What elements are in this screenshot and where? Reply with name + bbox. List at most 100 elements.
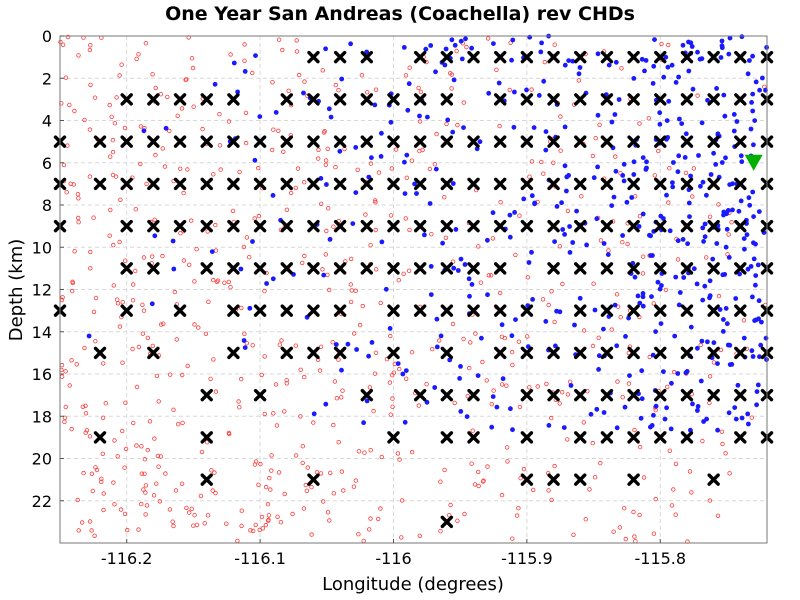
background-event bbox=[138, 501, 144, 507]
background-event bbox=[376, 170, 382, 175]
reference-triangle-marker bbox=[744, 154, 763, 171]
cluster-event bbox=[557, 309, 563, 315]
cluster-event bbox=[620, 233, 625, 238]
grid-node-marker bbox=[200, 262, 213, 275]
cluster-event bbox=[432, 385, 438, 390]
background-event bbox=[399, 535, 404, 540]
grid-node-marker bbox=[387, 219, 400, 233]
background-event bbox=[707, 498, 713, 503]
cluster-event bbox=[152, 233, 158, 239]
cluster-event bbox=[750, 354, 756, 359]
background-event bbox=[467, 365, 472, 371]
background-event bbox=[323, 162, 328, 167]
grid-node-marker bbox=[387, 431, 400, 444]
background-event bbox=[565, 437, 570, 442]
background-event bbox=[204, 440, 210, 445]
background-event bbox=[546, 302, 551, 308]
background-event bbox=[348, 282, 353, 287]
cluster-event bbox=[238, 266, 244, 272]
grid-node-marker bbox=[574, 473, 587, 486]
grid-node-marker bbox=[440, 135, 454, 148]
background-event bbox=[130, 298, 136, 303]
cluster-event bbox=[665, 64, 671, 70]
background-event bbox=[321, 499, 326, 504]
background-event bbox=[353, 288, 358, 293]
grid-node-marker bbox=[494, 346, 507, 360]
cluster-event bbox=[640, 155, 646, 161]
cluster-event bbox=[745, 266, 751, 272]
background-event bbox=[371, 408, 376, 414]
grid-node-marker bbox=[574, 93, 587, 106]
background-event bbox=[99, 476, 104, 481]
cluster-event bbox=[749, 348, 755, 354]
grid-node-marker bbox=[440, 262, 454, 275]
cluster-event bbox=[731, 128, 737, 134]
cluster-event bbox=[623, 334, 628, 339]
grid-node-marker bbox=[387, 93, 400, 106]
cluster-event bbox=[387, 326, 393, 331]
cluster-event bbox=[653, 403, 659, 409]
grid-node-marker bbox=[467, 50, 480, 64]
cluster-event bbox=[704, 192, 709, 198]
background-event bbox=[504, 445, 510, 450]
cluster-event bbox=[673, 80, 679, 85]
background-event bbox=[403, 73, 409, 78]
background-event bbox=[505, 459, 510, 464]
cluster-event bbox=[253, 53, 258, 58]
cluster-event bbox=[354, 347, 359, 352]
background-event bbox=[276, 128, 281, 133]
grid-node-marker bbox=[520, 50, 534, 64]
cluster-event bbox=[659, 283, 664, 288]
cluster-event bbox=[499, 322, 505, 328]
background-event bbox=[301, 506, 307, 511]
grid-node-marker bbox=[227, 219, 240, 233]
background-event bbox=[101, 507, 106, 513]
background-event bbox=[320, 68, 325, 73]
background-event bbox=[388, 412, 393, 417]
grid-node-marker bbox=[360, 388, 374, 402]
background-event bbox=[316, 156, 321, 161]
grid-node-marker bbox=[440, 177, 454, 191]
cluster-event bbox=[715, 361, 720, 366]
background-event bbox=[156, 399, 161, 404]
grid-node-marker bbox=[147, 177, 160, 191]
background-event bbox=[461, 336, 466, 342]
cluster-event bbox=[686, 200, 692, 206]
background-event bbox=[136, 52, 141, 57]
background-event bbox=[242, 58, 247, 63]
cluster-event bbox=[479, 335, 484, 341]
background-event bbox=[70, 280, 76, 286]
background-event bbox=[378, 506, 383, 511]
background-event bbox=[450, 321, 456, 327]
grid-node-marker bbox=[333, 50, 347, 64]
grid-node-marker bbox=[600, 135, 614, 148]
grid-node-marker bbox=[574, 388, 587, 402]
background-event bbox=[87, 127, 93, 132]
y-tick-label: 22 bbox=[32, 492, 52, 511]
background-event bbox=[72, 108, 77, 114]
background-event bbox=[107, 154, 113, 159]
background-event bbox=[331, 224, 336, 229]
background-event bbox=[539, 159, 544, 165]
background-event bbox=[590, 343, 596, 349]
background-event bbox=[188, 218, 194, 223]
cluster-event bbox=[750, 53, 755, 59]
grid-node-marker bbox=[574, 262, 587, 275]
cluster-event bbox=[241, 338, 247, 343]
cluster-event bbox=[500, 376, 506, 382]
cluster-event bbox=[664, 118, 670, 123]
cluster-event bbox=[445, 117, 451, 123]
background-event bbox=[268, 487, 273, 492]
background-event bbox=[63, 369, 68, 374]
grid-node-marker bbox=[307, 473, 320, 486]
background-event bbox=[618, 315, 623, 320]
background-event bbox=[321, 130, 327, 135]
cluster-event bbox=[490, 394, 496, 399]
background-event bbox=[444, 121, 449, 127]
grid-node-marker bbox=[360, 177, 374, 191]
background-event bbox=[80, 404, 86, 409]
background-event bbox=[665, 384, 670, 390]
cluster-event bbox=[750, 294, 755, 300]
background-event bbox=[74, 362, 79, 367]
cluster-event bbox=[614, 343, 620, 349]
